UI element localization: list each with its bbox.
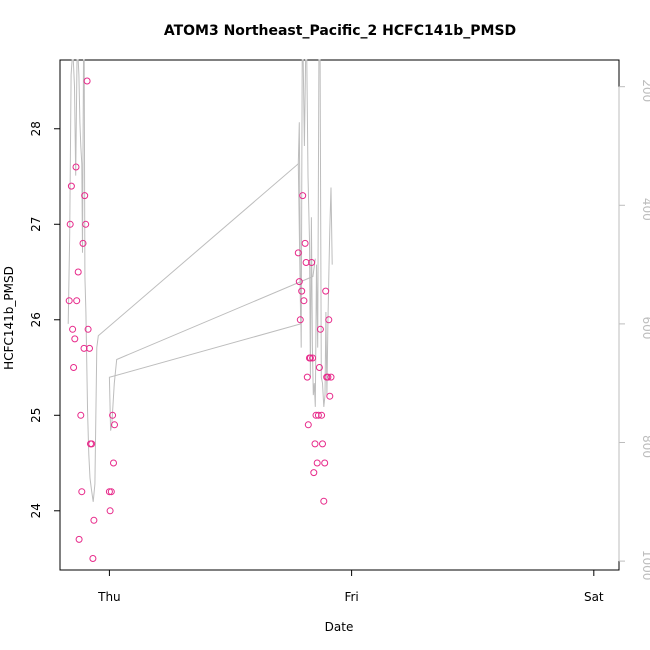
data-point — [298, 287, 306, 295]
data-point — [314, 411, 322, 419]
data-point — [303, 373, 311, 381]
x-tick-label: Fri — [344, 590, 358, 604]
data-point — [319, 440, 326, 448]
right-tick-label: 600 — [640, 316, 650, 339]
data-point — [313, 459, 321, 467]
data-point — [311, 440, 319, 448]
right-tick-label: 400 — [640, 198, 650, 221]
data-point — [73, 297, 81, 305]
data-point — [71, 335, 79, 343]
data-point — [321, 459, 329, 467]
right-tick-label: 200 — [640, 79, 650, 102]
y-tick-label: 27 — [29, 217, 43, 232]
data-point — [110, 459, 117, 467]
data-point — [90, 516, 98, 524]
data-point — [309, 354, 317, 362]
data-point — [74, 268, 82, 276]
data-point — [109, 411, 117, 419]
data-point — [82, 220, 90, 228]
data-point — [316, 325, 324, 333]
data-point — [66, 220, 74, 228]
data-point — [89, 555, 97, 562]
data-point — [296, 316, 304, 324]
data-point — [105, 488, 113, 496]
data-point — [88, 440, 96, 448]
x-axis-label: Date — [325, 620, 354, 634]
data-point — [327, 373, 335, 381]
data-point — [318, 411, 326, 419]
data-point — [325, 316, 333, 324]
data-point — [79, 239, 87, 247]
data-point — [299, 192, 307, 200]
data-point — [75, 535, 83, 543]
data-point — [326, 392, 334, 400]
data-point — [65, 297, 73, 305]
x-tick-label: Sat — [584, 590, 604, 604]
data-point — [301, 239, 309, 247]
data-point — [308, 259, 316, 266]
y-tick-label: 28 — [29, 121, 43, 136]
data-point — [81, 192, 89, 200]
data-point — [83, 77, 91, 85]
y-tick-label: 24 — [29, 503, 43, 518]
data-point — [111, 421, 118, 429]
axes-layer: Thu Fri Sat 24 25 26 27 28 200 400 600 800 1000 — [29, 79, 650, 604]
data-point — [69, 325, 77, 333]
data-point — [315, 364, 323, 371]
data-point — [84, 325, 92, 333]
data-point — [295, 278, 303, 286]
data-point — [304, 421, 312, 429]
y-tick-label: 26 — [29, 312, 43, 327]
data-point — [306, 354, 314, 362]
series-line-0 — [67, 59, 316, 502]
data-point — [70, 364, 78, 371]
chart-title: ATOM3 Northeast_Pacific_2 HCFC141b_PMSD — [164, 23, 516, 39]
data-point — [67, 182, 75, 190]
data-point — [78, 488, 86, 496]
series-line-1 — [297, 59, 333, 407]
data-point — [77, 411, 85, 419]
data-point — [72, 163, 80, 171]
series-layer — [65, 59, 335, 562]
data-point — [294, 249, 302, 257]
data-point — [300, 297, 308, 305]
y-axis-label: HCFC141b_PMSD — [2, 266, 16, 370]
x-tick-label: Thu — [97, 590, 121, 604]
data-point — [320, 497, 328, 505]
data-point — [106, 507, 114, 515]
data-point — [86, 344, 93, 352]
y-tick-label: 25 — [29, 408, 43, 423]
right-tick-label: 1000 — [640, 550, 650, 581]
right-tick-label: 800 — [640, 435, 650, 458]
data-point — [107, 488, 115, 496]
data-point — [322, 287, 330, 295]
data-point — [310, 469, 318, 477]
data-point — [324, 373, 332, 381]
